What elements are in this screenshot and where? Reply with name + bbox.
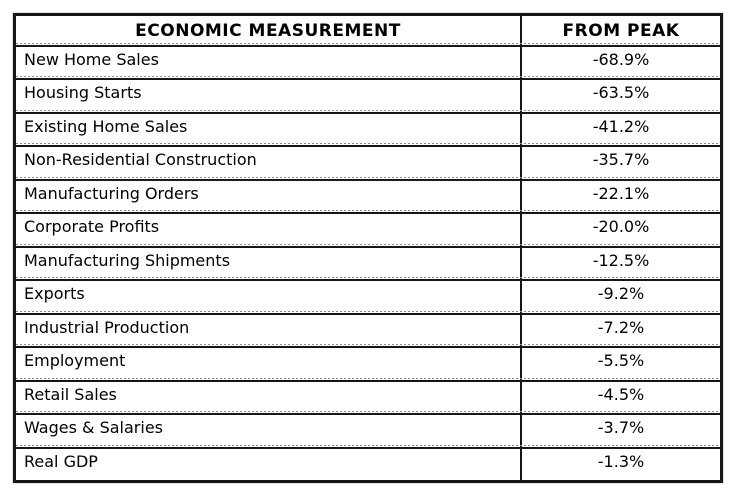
from-peak-cell: -22.1% (592, 183, 650, 203)
measurement-cell: Manufacturing Shipments (16, 247, 522, 280)
measurement-cell: Housing Starts (16, 80, 522, 112)
from-peak-cell: -41.2% (592, 116, 650, 136)
from-peak-cell: -5.5% (597, 351, 645, 371)
from-peak-cell: -12.5% (592, 250, 650, 270)
from-peak-cell: -1.3% (597, 451, 645, 471)
economic-measurement-table: ECONOMIC MEASUREMENT FROM PEAK New Home … (13, 13, 723, 483)
table-row: Non-Residential Construction -35.7% (16, 143, 720, 179)
table-row: Employment -5.5% (16, 344, 720, 380)
measurement-cell: Employment (16, 348, 522, 380)
from-peak-cell: -63.5% (592, 83, 650, 103)
table-body: New Home Sales -68.9% Housing Starts -63… (16, 42, 720, 481)
from-peak-cell: -3.7% (597, 418, 645, 438)
from-peak-cell: -68.9% (592, 50, 650, 69)
from-peak-cell: -20.0% (592, 217, 650, 237)
measurement-cell: Manufacturing Orders (16, 180, 522, 213)
table-row: New Home Sales -68.9% (16, 42, 720, 79)
measurement-cell: Retail Sales (16, 381, 522, 414)
table-row: Corporate Profits -20.0% (16, 210, 720, 246)
from-peak-cell: -4.5% (597, 384, 645, 404)
table-row: Retail Sales -4.5% (16, 377, 720, 414)
measurement-cell: Exports (16, 281, 522, 313)
from-peak-cell: -9.2% (597, 284, 645, 304)
measurement-cell: Industrial Production (16, 314, 522, 347)
table-row: Housing Starts -63.5% (16, 76, 720, 112)
measurement-cell: Corporate Profits (16, 214, 522, 246)
measurement-cell: Non-Residential Construction (16, 147, 522, 179)
table-row: Real GDP -1.3% (16, 444, 720, 481)
header-economic-measurement: ECONOMIC MEASUREMENT (16, 16, 522, 45)
from-peak-cell: -7.2% (597, 317, 645, 337)
measurement-cell: Existing Home Sales (16, 113, 522, 146)
measurement-cell: Real GDP (16, 448, 522, 481)
table-row: Existing Home Sales -41.2% (16, 109, 720, 146)
from-peak-cell: -35.7% (592, 150, 650, 170)
table-header-row: ECONOMIC MEASUREMENT FROM PEAK (16, 16, 720, 45)
table-row: Industrial Production -7.2% (16, 310, 720, 347)
header-from-peak: FROM PEAK (562, 20, 680, 41)
table-row: Manufacturing Orders -22.1% (16, 176, 720, 213)
table-row: Manufacturing Shipments -12.5% (16, 243, 720, 280)
table-row: Exports -9.2% (16, 277, 720, 313)
table-row: Wages & Salaries -3.7% (16, 411, 720, 447)
measurement-cell: Wages & Salaries (16, 415, 522, 447)
measurement-cell: New Home Sales (16, 47, 522, 79)
